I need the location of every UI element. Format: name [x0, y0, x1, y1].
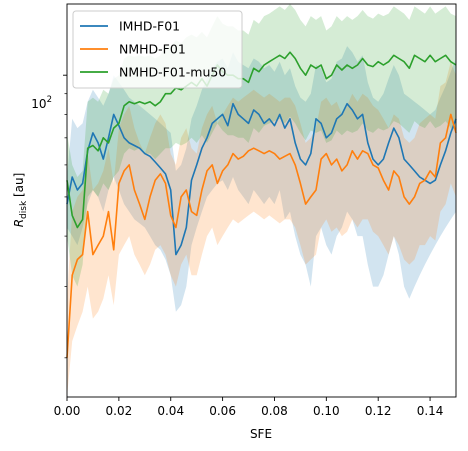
x-tick-label: 0.04 — [157, 404, 184, 418]
x-tick-label: 0.00 — [54, 404, 81, 418]
line-nmhd-f01 — [66, 113, 457, 358]
y-axis-ticks — [63, 74, 67, 359]
y-axis-label: Rdisk [au] — [12, 173, 29, 228]
x-axis-label: SFE — [250, 427, 272, 441]
plot-frame — [66, 3, 457, 398]
band-imhd-f01 — [67, 46, 456, 312]
y-axis-label-subscript: disk — [19, 200, 29, 219]
y-tick-label-100: 102 — [31, 95, 52, 111]
x-tick-label: 0.06 — [209, 404, 236, 418]
x-axis-ticks: 0.00 0.02 0.04 0.06 0.08 0.10 0.12 0.14 — [54, 397, 444, 418]
y-axis-label-unit: [au] — [12, 173, 26, 201]
band-nmhd-f01 — [67, 61, 456, 397]
series-lines — [66, 51, 457, 358]
legend-box — [72, 10, 243, 89]
legend-label-nmhd-f01: NMHD-F01 — [119, 42, 186, 57]
legend: IMHD-F01 NMHD-F01 NMHD-F01-mu50 — [72, 10, 243, 89]
x-tick-label: 0.02 — [106, 404, 133, 418]
x-tick-label: 0.08 — [261, 404, 288, 418]
x-tick-label: 0.10 — [313, 404, 340, 418]
legend-label-imhd-f01: IMHD-F01 — [119, 19, 180, 34]
line-imhd-f01 — [66, 102, 457, 256]
x-tick-label: 0.12 — [365, 404, 392, 418]
legend-label-nmhd-f01-mu50: NMHD-F01-mu50 — [119, 65, 226, 80]
y-tick-exponent: 2 — [47, 95, 52, 105]
x-tick-label: 0.14 — [417, 404, 444, 418]
line-nmhd-f01-mu50 — [66, 51, 457, 229]
